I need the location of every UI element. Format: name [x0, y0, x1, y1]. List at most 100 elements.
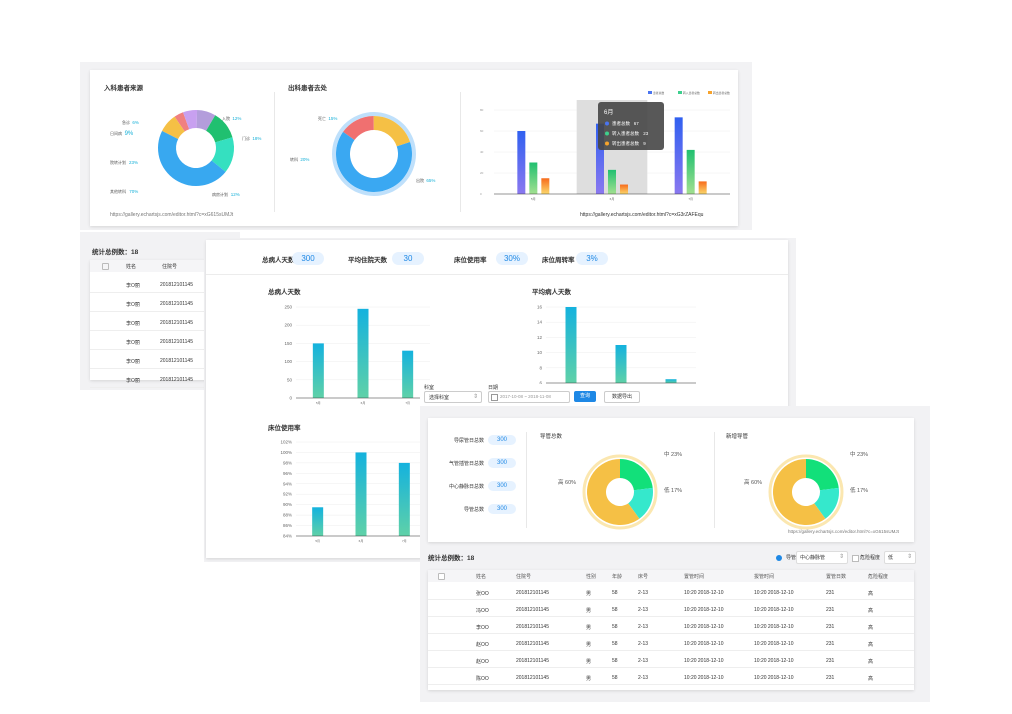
- cell-age: 58: [612, 641, 618, 647]
- source-slice[interactable]: [174, 112, 190, 132]
- bar[interactable]: [402, 350, 414, 398]
- divider: [428, 616, 914, 617]
- pie-title-new: 新增导管: [726, 434, 749, 440]
- date-label: 日期: [488, 385, 499, 391]
- cell-id: 201812101145: [516, 658, 549, 664]
- chart-title-usage: 床位使用率: [268, 425, 301, 432]
- query-button[interactable]: 查询: [574, 391, 596, 402]
- cell-risk: 高: [868, 608, 874, 614]
- bar[interactable]: [665, 379, 677, 383]
- chart-title-total: 总病人天数: [268, 289, 301, 296]
- cell-t2: 10:20 2018-12-10: [754, 641, 794, 647]
- source-slice[interactable]: [162, 116, 185, 139]
- bar[interactable]: [698, 181, 707, 194]
- cell-age: 58: [612, 675, 618, 681]
- chart-title-avg: 平均病人天数: [532, 289, 571, 296]
- y-tick: 8: [539, 365, 542, 370]
- checkbox[interactable]: [102, 263, 109, 270]
- pie-label: 高 60%: [744, 478, 762, 486]
- legend-swatch: [708, 91, 712, 94]
- dest-slice[interactable]: [373, 116, 411, 147]
- catheter-url[interactable]: https://gallery.echartsjs.com/editor.htm…: [788, 529, 899, 534]
- col-header: 性别: [586, 574, 597, 580]
- bar[interactable]: [312, 507, 324, 536]
- y-tick: 90%: [283, 502, 292, 507]
- catheter-slice[interactable]: [773, 459, 826, 525]
- y-tick: 96%: [283, 471, 292, 476]
- x-tick: 6月: [361, 401, 366, 405]
- col-header: 姓名: [476, 574, 487, 580]
- bar[interactable]: [398, 462, 410, 536]
- catheter-slice[interactable]: [620, 459, 653, 491]
- pie-value: 23%: [129, 160, 138, 165]
- pie-label: 低 17%: [664, 486, 682, 494]
- y-tick: 100: [284, 359, 292, 364]
- dest-chart-title: 出科患者去处: [288, 85, 327, 92]
- divider: [90, 292, 230, 293]
- bar[interactable]: [529, 162, 538, 195]
- metric-label: 导管总数: [463, 507, 484, 513]
- bar[interactable]: [541, 178, 550, 194]
- date-range-input[interactable]: 2017-10-08 ~ 2018-11-08: [488, 391, 570, 403]
- pie-value: 12%: [232, 116, 241, 121]
- metric-label: 导尿管日总数: [453, 438, 484, 444]
- tooltip-value: 23: [643, 131, 649, 136]
- cell-risk: 高: [868, 591, 874, 597]
- calendar-icon: [491, 394, 498, 401]
- catheter-slice[interactable]: [628, 487, 653, 519]
- cell-name: 李O丽: [126, 378, 140, 384]
- y-tick: 6: [539, 381, 542, 386]
- source-url[interactable]: https://gallery.echartsjs.com/editor.htm…: [110, 212, 234, 218]
- bar[interactable]: [517, 131, 526, 194]
- catheter-type-select[interactable]: 中心静脉管 ⇕: [796, 551, 848, 564]
- pie-label: 日间病: [110, 130, 122, 136]
- risk-checkbox[interactable]: [852, 555, 859, 562]
- risk-select[interactable]: 低 ⇕: [884, 551, 916, 564]
- bar[interactable]: [686, 149, 695, 194]
- cell-days: 231: [826, 624, 835, 630]
- pie-label: 中 23%: [850, 450, 868, 458]
- bar[interactable]: [596, 123, 604, 194]
- col-id: 住院号: [162, 264, 178, 270]
- table-header: [428, 570, 914, 582]
- y-tick: 200: [284, 323, 292, 328]
- checkbox[interactable]: [438, 573, 445, 580]
- cell-id: 201812101145: [160, 301, 193, 307]
- source-slice[interactable]: [196, 110, 216, 131]
- dest-slice[interactable]: [343, 116, 374, 141]
- catheter-radio[interactable]: [776, 555, 782, 561]
- cell-bed: 2-13: [638, 675, 649, 681]
- source-slice[interactable]: [206, 115, 233, 143]
- bar[interactable]: [312, 343, 324, 398]
- source-slice[interactable]: [211, 137, 234, 172]
- y-tick: 88%: [283, 513, 292, 518]
- divider: [90, 387, 230, 388]
- bar[interactable]: [620, 184, 628, 194]
- bar[interactable]: [615, 345, 627, 383]
- catheter-slice[interactable]: [806, 459, 839, 491]
- bar[interactable]: [674, 117, 683, 194]
- source-slice[interactable]: [158, 130, 226, 186]
- bar[interactable]: [608, 169, 616, 194]
- bar[interactable]: [357, 308, 369, 398]
- cell-sex: 男: [586, 642, 592, 648]
- export-button-label: 数据导出: [611, 394, 632, 400]
- cell-t1: 10:20 2018-12-10: [684, 607, 724, 613]
- col-header: 置管日数: [826, 574, 847, 580]
- divider: [428, 684, 914, 685]
- bar[interactable]: [565, 307, 577, 383]
- source-slice[interactable]: [183, 110, 198, 130]
- bar[interactable]: [355, 452, 367, 536]
- x-tick: 7月: [688, 197, 693, 201]
- y-tick: 86%: [283, 523, 292, 528]
- export-button[interactable]: 数据导出: [604, 391, 640, 403]
- divider: [90, 330, 230, 331]
- y-tick: 50: [287, 377, 293, 382]
- dest-slice[interactable]: [336, 131, 412, 192]
- catheter-slice[interactable]: [587, 459, 640, 525]
- catheter-slice[interactable]: [814, 487, 839, 519]
- dept-select[interactable]: 选择科室 ⇕: [424, 391, 482, 403]
- bar-url[interactable]: https://gallery.echartsjs.com/editor.htm…: [580, 212, 704, 218]
- pie-value: 6%: [132, 120, 139, 125]
- tooltip-dot: [605, 141, 609, 146]
